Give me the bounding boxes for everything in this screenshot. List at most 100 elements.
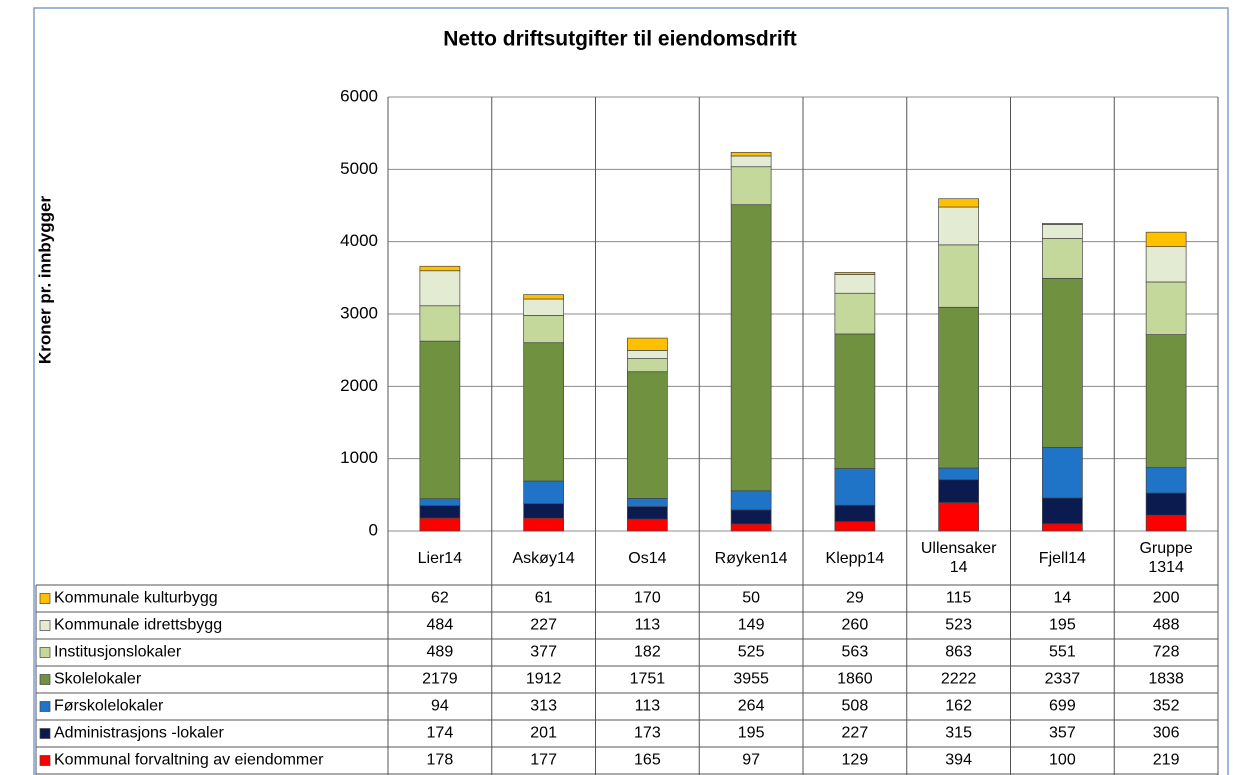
bar-segment [419,340,461,500]
table-value: 508 [842,698,869,715]
bar-segment [1042,447,1083,499]
table-value: 50 [742,590,760,607]
table-value: 523 [945,617,972,634]
bar-segment [1145,334,1187,468]
legend-label: Kommunale idrettsbygg [54,617,222,634]
y-tick-label: 2000 [340,376,378,395]
bar-segment [730,509,772,525]
bar-segment [834,274,876,294]
table-value: 352 [1153,698,1180,715]
table-value: 2222 [941,671,977,688]
x-tick-label: Os14 [628,549,667,567]
table-value: 200 [1153,590,1180,607]
table-value: 227 [530,617,557,634]
bar-segment [1042,223,1083,225]
bar-segment [938,479,979,503]
table-value: 14 [1053,590,1071,607]
y-tick-label: 1000 [340,448,378,467]
bar-segment [1145,231,1187,248]
table-value: 3955 [733,671,769,688]
legend-swatch [39,701,51,712]
y-tick-label: 6000 [340,86,378,105]
x-tick-label: Askøy14 [512,549,575,567]
bar-segment [419,270,461,307]
table-value: 2179 [422,671,458,688]
table-value: 728 [1153,644,1180,661]
table-value: 315 [945,725,972,742]
table-value: 29 [846,590,864,607]
legend-swatch [39,647,51,658]
bar-segment [834,521,876,532]
bar-segment [730,523,772,532]
bar-segment [834,292,876,335]
table-value: 1838 [1148,671,1184,688]
table-value: 227 [842,725,869,742]
table-value: 563 [842,644,869,661]
bar-segment [730,155,772,168]
y-tick-label: 3000 [340,303,378,322]
y-tick-label: 5000 [340,159,378,178]
bar-segment [730,204,772,492]
bar-segment [1042,523,1083,532]
y-tick-label: 0 [369,520,378,539]
x-tick-label: Røyken14 [714,549,788,567]
bar-segment [523,517,564,532]
table-value: 173 [634,725,661,742]
legend-label: Administrasjons -lokaler [54,725,225,742]
table-value: 313 [530,698,557,715]
bar-segment [523,315,564,344]
table-value: 149 [738,617,765,634]
table-value: 195 [738,725,765,742]
bar-segment [627,498,668,507]
table-value: 165 [634,752,661,769]
bar-segment [1145,467,1187,494]
chart-title: Netto driftsutgifter til eiendomsdrift [443,28,797,51]
legend-swatch [39,728,51,739]
bar-segment [1042,238,1083,279]
table-value: 219 [1153,752,1180,769]
bar-segment [627,506,668,520]
bar-segment [938,206,979,246]
table-value: 1912 [526,671,562,688]
table-value: 174 [427,725,454,742]
bar-segment [523,294,564,300]
table-value: 264 [738,698,765,715]
table-value: 1860 [837,671,873,688]
table-value: 178 [427,752,454,769]
table-value: 488 [1153,617,1180,634]
bar-segment [419,305,461,342]
table-value: 1751 [630,671,666,688]
table-value: 306 [1153,725,1180,742]
bar-segment [834,333,876,469]
legend-label: Institusjonslokaler [54,644,182,661]
bar-segment [627,371,668,499]
table-value: 377 [530,644,557,661]
legend-label: Førskolelokaler [54,698,164,715]
x-tick-label: Klepp14 [825,549,885,567]
bar-segment [1145,514,1187,532]
table-value: 484 [427,617,454,634]
x-tick-label: Lier14 [417,549,463,567]
legend-swatch [39,674,51,685]
bar-segment [627,350,668,359]
x-tick-label: Fjell14 [1038,549,1086,567]
table-value: 2337 [1045,671,1081,688]
table-value: 61 [535,590,553,607]
y-tick-label: 4000 [340,231,378,250]
table-value: 100 [1049,752,1076,769]
table-value: 129 [842,752,869,769]
y-axis-label: Kroner pr. innbygger [35,196,54,365]
table-value: 177 [530,752,557,769]
bar-segment [627,337,668,351]
bar-segment [523,480,564,505]
legend-label: Skolelokaler [54,671,142,688]
table-value: 115 [946,590,972,607]
table-value: 162 [945,698,972,715]
table-value: 394 [945,752,972,769]
bar-segment [834,468,876,506]
table-value: 551 [1049,644,1076,661]
bar-segment [938,467,979,481]
bar-segment [1145,281,1187,335]
x-tick-label: Gruppe 1314 [1139,540,1193,576]
